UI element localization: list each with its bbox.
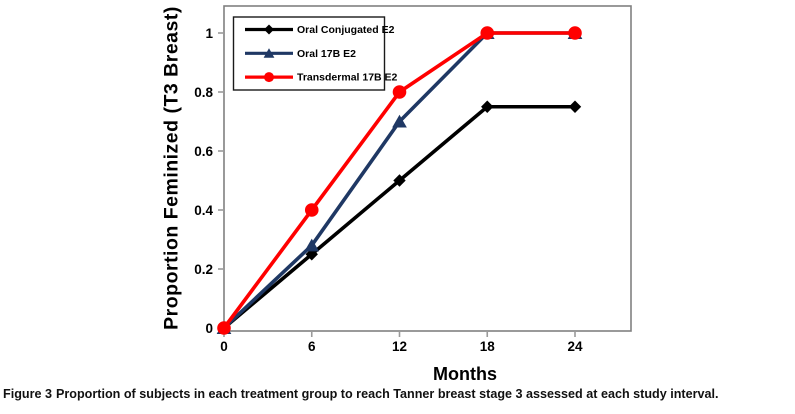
- line-chart: 0 0.2 0.4 0.6 0.8 1 0 6 12 18 24 Oral Conjugated E2…: [194, 5, 632, 354]
- y-tick-label: 0.2: [194, 262, 213, 277]
- legend-diamond-marker: [264, 24, 274, 35]
- plot-border: [223, 5, 632, 332]
- series-3-circle-marker: [304, 203, 319, 217]
- x-tick-label: 6: [308, 339, 316, 354]
- series-1-diamond-marker: [393, 174, 406, 187]
- series-3-circle-marker: [480, 26, 495, 40]
- figure-caption-label: Figure 3: [3, 387, 52, 401]
- series-3-circle-marker: [392, 85, 407, 99]
- series-1-diamond-marker: [481, 100, 494, 113]
- y-tick-label: 0.6: [194, 144, 213, 159]
- legend-label: Transdermal 17B E2: [297, 72, 398, 84]
- series-2-triangle-marker: [392, 114, 407, 128]
- y-tick-label: 0.4: [194, 203, 213, 218]
- figure-caption-text: Proportion of subjects in each treatment…: [56, 387, 719, 401]
- series-line-1: [222, 104, 575, 330]
- series-3-circle-marker: [568, 26, 582, 40]
- x-tick-label: 24: [567, 339, 583, 354]
- legend-label: Oral Conjugated E2: [297, 24, 395, 36]
- x-tick-label: 12: [392, 339, 407, 354]
- series-2-triangle-marker: [304, 238, 320, 252]
- legend-triangle-marker: [263, 48, 275, 58]
- x-axis-title: Months: [0, 364, 795, 385]
- y-tick-label: 1: [205, 26, 213, 41]
- y-tick-label: 0: [205, 321, 213, 336]
- x-tick-label: 18: [480, 339, 496, 354]
- figure-caption: Figure 3 Proportion of subjects in each t…: [3, 386, 793, 404]
- series-3-circle-marker: [217, 321, 231, 335]
- x-tick-label: 0: [220, 339, 228, 354]
- series-1-diamond-marker: [568, 100, 582, 113]
- x-axis-title-text: Months: [433, 364, 497, 384]
- legend-circle-marker: [264, 72, 274, 83]
- legend-label: Oral 17B E2: [297, 48, 356, 60]
- y-tick-label: 0.8: [194, 85, 213, 100]
